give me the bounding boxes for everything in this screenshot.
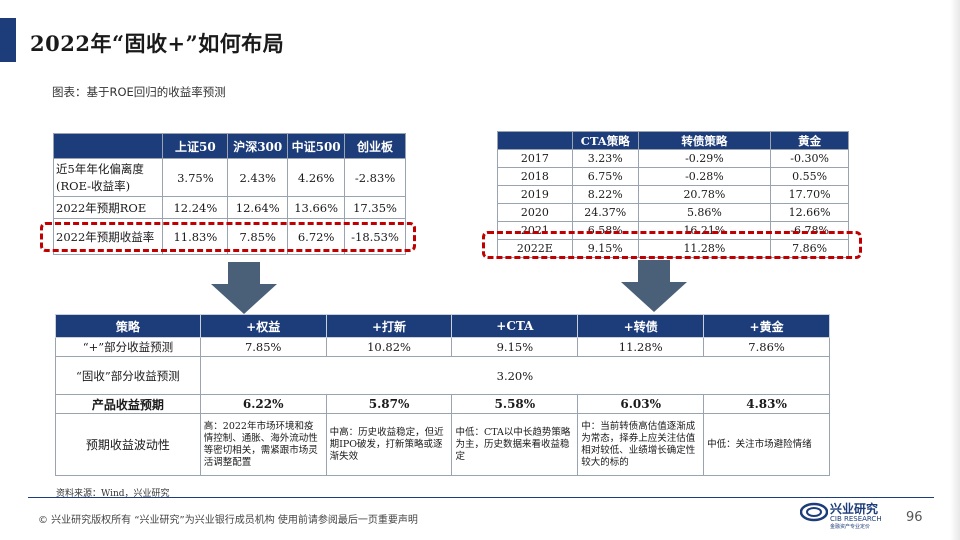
header-cell: 中证500 [287,133,346,159]
logo-swirl-icon [800,502,828,522]
table-cell: 12.24% [162,196,229,219]
header-cell: 策略 [55,314,201,338]
table-cell: 5.58% [451,394,579,414]
table-cell: 5.87% [325,394,453,414]
header-cell: CTA策略 [571,131,639,150]
year-cell: 2017 [497,149,573,168]
header-cell: +CTA [451,314,579,338]
logo-text-cn: 兴业研究 [830,502,879,516]
table-cell: 3.75% [162,158,229,197]
table-cell: 20.78% [637,185,772,204]
table-header-row: 策略 +权益 +打新 +CTA +转债 +黄金 [55,314,830,338]
header-cell [497,131,573,150]
year-cell: 2019 [497,185,573,204]
table-row: 2021 6.58% 16.21% -6.78% [497,221,849,240]
row-label: 2022年预期ROE [52,196,164,219]
corner-accent-strip [0,18,16,62]
header-cell: 沪深300 [227,133,289,159]
table-cell: -2.83% [344,158,406,197]
strategy-summary-table: 策略 +权益 +打新 +CTA +转债 +黄金 “+”部分收益预测 7.85% … [55,314,831,476]
table-cell: 11.28% [577,337,705,357]
header-cell: +黄金 [703,314,830,338]
header-cell [52,133,164,159]
roe-forecast-table: 上证50 沪深300 中证500 创业板 近5年年化偏离度(ROE-收益率) 3… [52,133,406,255]
header-cell: 黄金 [770,131,849,150]
table-cell: 9.15% [571,239,639,258]
table-cell: -0.30% [770,149,849,168]
table-row: 近5年年化偏离度(ROE-收益率) 3.75% 2.43% 4.26% -2.8… [52,158,406,197]
copyright-footer: © 兴业研究版权所有 “兴业研究”为兴业银行成员机构 使用前请参阅最后一页重要声… [38,515,418,526]
table-row: 2022E 9.15% 11.28% 7.86% [497,239,849,258]
page-title: 2022年“固收+”如何布局 [30,31,285,56]
table-cell: 6.75% [571,167,639,186]
table-cell: 4.83% [703,394,830,414]
table-cell: 17.35% [344,196,406,219]
table-cell: 9.15% [451,337,579,357]
table-cell: 高：2022年市场环境和疫情控制、通胀、海外流动性等密切相关，需紧跟市场灵活调整… [199,413,327,476]
row-label: “固收”部分收益预测 [55,356,201,395]
highlight-dashed-box [482,231,862,259]
table-cell: 中低：CTA以中长趋势策略为主，历史数据来看收益稳定 [451,413,579,476]
down-arrow-icon [211,262,277,314]
logo-text-en: CIB RESEARCH [830,515,882,523]
table-cell: 中：当前转债高估值逐渐成为常态，择券上应关注估值相对较低、业绩增长确定性较大的标… [577,413,705,476]
table-cell: 中低：关注市场避险情绪 [703,413,830,476]
table-cell: 24.37% [571,203,639,222]
table-cell: 6.03% [577,394,705,414]
table-cell: 5.86% [637,203,772,222]
table-header-row: CTA策略 转债策略 黄金 [497,131,849,150]
table-row: 2019 8.22% 20.78% 17.70% [497,185,849,204]
table-row: 2018 6.75% -0.28% 0.55% [497,167,849,186]
table-cell: 7.85% [199,337,327,357]
table-cell: 12.64% [227,196,289,219]
table-row: “+”部分收益预测 7.85% 10.82% 9.15% 11.28% 7.86… [55,337,830,357]
table-cell: -0.28% [637,167,772,186]
table-row: 预期收益波动性 高：2022年市场环境和疫情控制、通胀、海外流动性等密切相关，需… [55,413,830,476]
logo-tagline: 金融资产专业定价 [830,524,871,530]
footer-divider [28,497,934,498]
table-cell: 12.66% [770,203,849,222]
page-edge-shadow [950,0,960,540]
table-cell: 0.55% [770,167,849,186]
table-cell: 10.82% [325,337,453,357]
table-cell: 8.22% [571,185,639,204]
table-cell: 4.26% [287,158,346,197]
row-label: 2022年预期收益率 [52,218,164,255]
table-row: 2017 3.23% -0.29% -0.30% [497,149,849,168]
table-cell: 7.86% [703,337,830,357]
table-cell: 3.23% [571,149,639,168]
header-cell: +转债 [577,314,705,338]
table-cell: -0.29% [637,149,772,168]
table-cell: 13.66% [287,196,346,219]
highlight-dashed-box [40,222,416,252]
table-cell: 17.70% [770,185,849,204]
table-header-row: 上证50 沪深300 中证500 创业板 [52,133,406,159]
row-label: “+”部分收益预测 [55,337,201,357]
row-label: 近5年年化偏离度(ROE-收益率) [52,158,164,197]
header-cell: 创业板 [344,133,406,159]
strategy-returns-table: CTA策略 转债策略 黄金 2017 3.23% -0.29% -0.30% 2… [497,131,849,258]
table-row: 产品收益预期 6.22% 5.87% 5.58% 6.03% 4.83% [55,394,830,414]
header-cell: 上证50 [162,133,229,159]
header-cell: 转债策略 [637,131,772,150]
header-cell: +打新 [325,314,453,338]
row-label: 产品收益预期 [55,394,201,414]
chart-caption: 图表：基于ROE回归的收益率预测 [52,85,226,99]
header-cell: +权益 [199,314,327,338]
table-row: 2022年预期ROE 12.24% 12.64% 13.66% 17.35% [52,196,406,219]
table-cell: 3.20% [199,356,831,395]
down-arrow-icon [621,260,687,312]
page-number: 96 [906,510,923,525]
table-cell: 中高：历史收益稳定，但近期IPO破发，打新策略或逐渐失效 [325,413,453,476]
row-label: 预期收益波动性 [55,413,201,476]
table-row: 2020 24.37% 5.86% 12.66% [497,203,849,222]
data-source-note: 资料来源：Wind，兴业研究 [56,489,170,499]
table-cell: 2.43% [227,158,289,197]
cib-research-logo: 兴业研究 CIB RESEARCH 金融资产专业定价 [800,500,890,530]
table-row: “固收”部分收益预测 3.20% [55,356,831,395]
year-cell: 2018 [497,167,573,186]
year-cell: 2020 [497,203,573,222]
table-cell: 6.22% [199,394,327,414]
